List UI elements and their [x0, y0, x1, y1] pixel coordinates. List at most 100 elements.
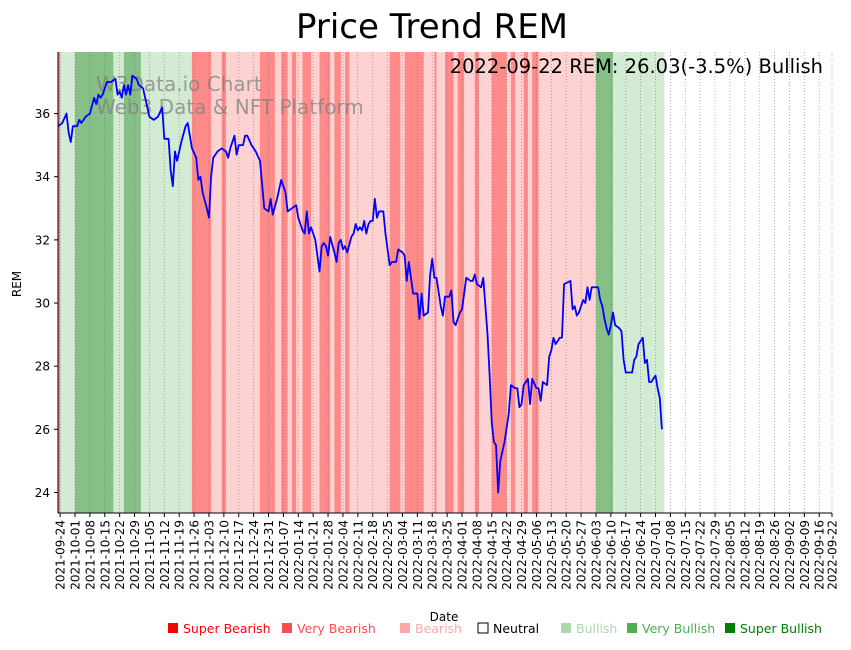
y-tick-label: 28	[35, 360, 50, 374]
x-tick-label: 2022-04-08	[470, 520, 484, 590]
x-tick-label: 2021-11-05	[143, 520, 157, 590]
band-bearish	[296, 52, 303, 513]
legend: Super Bearish Very Bearish Bearish Neutral B…	[168, 621, 822, 636]
band-bearish	[515, 52, 525, 513]
band-bearish	[436, 52, 446, 513]
band-very-bearish	[510, 52, 516, 513]
band-very-bearish	[319, 52, 331, 513]
x-tick-label: 2022-06-24	[634, 520, 648, 590]
x-tick-label: 2022-03-25	[441, 520, 455, 590]
band-bullish	[149, 52, 193, 513]
legend-swatch	[561, 623, 571, 633]
x-tick-label: 2022-06-03	[589, 520, 603, 590]
x-tick-label: 2022-05-20	[560, 520, 574, 590]
band-very-bearish	[291, 52, 297, 513]
x-tick-label: 2021-12-17	[232, 520, 246, 590]
chart-title: Price Trend REM	[296, 7, 568, 47]
band-bearish	[527, 52, 533, 513]
band-very-bearish	[191, 52, 212, 513]
band-bullish	[140, 52, 150, 513]
legend-label: Very Bullish	[642, 621, 715, 636]
band-bearish	[236, 52, 261, 513]
x-tick-label: 2022-07-15	[679, 520, 693, 590]
band-very-bearish	[457, 52, 465, 513]
legend-swatch	[400, 623, 410, 633]
y-axis-ticks: 24 26 28 30 32 34 36	[35, 107, 58, 500]
legend-label: Very Bearish	[297, 621, 376, 636]
x-tick-label: 2022-07-29	[709, 520, 723, 590]
x-tick-label: 2022-09-09	[798, 520, 812, 590]
band-bearish	[211, 52, 223, 513]
band-very-bullish	[595, 52, 614, 513]
x-tick-label: 2022-04-22	[500, 520, 514, 590]
x-tick-label: 2022-03-18	[426, 520, 440, 590]
band-very-bearish	[445, 52, 454, 513]
legend-label: Super Bearish	[183, 621, 271, 636]
x-tick-label: 2021-10-01	[69, 520, 83, 590]
band-bearish	[287, 52, 293, 513]
x-tick-label: 2022-09-16	[813, 520, 827, 590]
band-very-bearish	[523, 52, 529, 513]
legend-swatch	[168, 623, 178, 633]
band-bullish	[60, 52, 76, 513]
y-tick-label: 24	[35, 486, 50, 500]
legend-label: Super Bullish	[740, 621, 822, 636]
x-tick-label: 2021-11-19	[173, 520, 187, 590]
band-bearish	[349, 52, 391, 513]
band-bearish	[330, 52, 335, 513]
band-very-bearish	[260, 52, 276, 513]
x-tick-label: 2022-02-25	[381, 520, 395, 590]
x-tick-label: 2021-12-03	[202, 520, 216, 590]
band-very-bearish	[532, 52, 539, 513]
x-tick-label: 2022-07-08	[664, 520, 678, 590]
x-tick-label: 2022-09-02	[783, 520, 797, 590]
x-axis-ticks: 2021-09-24 2021-10-01 2021-10-08 2021-10-15…	[54, 513, 840, 590]
band-bullish	[612, 52, 665, 513]
x-tick-label: 2022-02-11	[351, 520, 365, 590]
band-very-bullish	[75, 52, 114, 513]
x-tick-label: 2022-03-04	[396, 520, 410, 590]
price-annotation: 2022-09-22 REM: 26.03(-3.5%) Bullish	[450, 55, 823, 78]
legend-label: Neutral	[493, 621, 539, 636]
x-tick-label: 2022-02-04	[336, 520, 350, 590]
band-very-bearish	[389, 52, 401, 513]
band-very-bearish	[491, 52, 508, 513]
x-axis-label: Date	[430, 610, 459, 624]
x-tick-label: 2022-01-07	[277, 520, 291, 590]
legend-label: Bullish	[576, 621, 617, 636]
band-bearish	[274, 52, 282, 513]
band-super-bearish	[58, 52, 61, 513]
x-tick-label: 2022-01-28	[322, 520, 336, 590]
band-very-bullish	[123, 52, 142, 513]
band-bearish	[506, 52, 512, 513]
x-tick-label: 2021-10-15	[98, 520, 112, 590]
x-tick-label: 2022-04-15	[485, 520, 499, 590]
x-tick-label: 2022-05-06	[530, 520, 544, 590]
band-bearish	[225, 52, 238, 513]
band-bearish	[464, 52, 476, 513]
band-bearish	[311, 52, 320, 513]
x-tick-label: 2022-07-22	[694, 520, 708, 590]
x-tick-label: 2022-08-12	[738, 520, 752, 590]
y-axis-label: REM	[10, 271, 24, 297]
axes	[57, 52, 832, 514]
x-tick-label: 2022-08-05	[723, 520, 737, 590]
band-very-bearish	[345, 52, 350, 513]
y-tick-label: 36	[35, 107, 50, 121]
vertical-gridlines	[59, 52, 833, 513]
x-tick-label: 2022-09-22	[826, 520, 840, 590]
band-very-bearish	[334, 52, 342, 513]
x-tick-label: 2021-11-26	[188, 520, 202, 590]
x-tick-label: 2022-02-18	[366, 520, 380, 590]
x-tick-label: 2021-12-24	[247, 520, 261, 590]
x-tick-label: 2021-11-12	[158, 520, 172, 590]
x-tick-label: 2022-01-14	[292, 520, 306, 590]
x-tick-label: 2022-04-01	[456, 520, 470, 590]
x-tick-label: 2021-10-29	[128, 520, 142, 590]
x-tick-label: 2022-05-27	[575, 520, 589, 590]
watermark-line-2: Web3 Data & NFT Platform	[96, 95, 364, 119]
x-tick-label: 2021-12-10	[217, 520, 231, 590]
price-series-line	[57, 74, 663, 494]
band-very-bearish	[221, 52, 227, 513]
